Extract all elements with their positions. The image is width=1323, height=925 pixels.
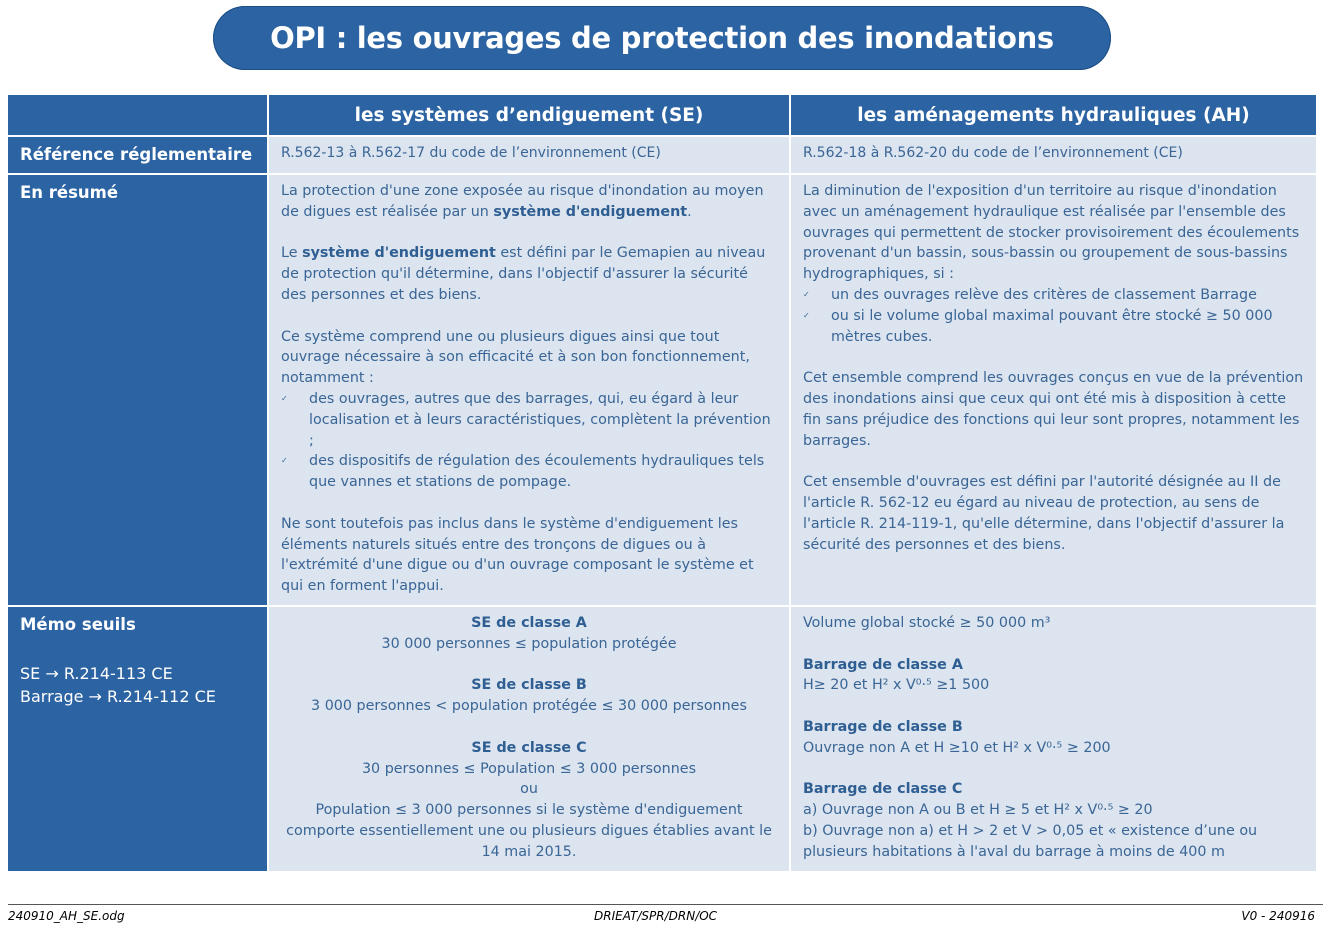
- text: La diminution de l'exposition d'un terri…: [803, 183, 1300, 283]
- footer-version: V0 - 240916: [1241, 909, 1315, 923]
- row-reference: Référence réglementaire R.562-13 à R.562…: [8, 135, 1316, 174]
- page-title: OPI : les ouvrages de protection des ino…: [213, 6, 1111, 70]
- bold-term: système d'endiguement: [302, 245, 496, 262]
- list-item: un des ouvrages relève des critères de c…: [803, 285, 1304, 306]
- resume-se-paragraph-4: Ne sont toutefois pas inclus dans le sys…: [281, 515, 754, 595]
- bold-term: système d'endiguement: [493, 203, 688, 220]
- reference-se: R.562-13 à R.562-17 du code de l’environ…: [267, 135, 790, 174]
- barrage-class-b-text: Ouvrage non A et H ≥10 et H² x V⁰·⁵ ≥ 20…: [803, 739, 1111, 756]
- header-empty-cell: [8, 95, 268, 136]
- comparison-table: les systèmes d’endiguement (SE) les amén…: [8, 95, 1316, 871]
- se-class-a: SE de classe A 30 000 personnes ≤ popula…: [281, 613, 777, 655]
- barrage-class-b: Barrage de classe B Ouvrage non A et H ≥…: [803, 717, 1304, 759]
- memo-se: SE de classe A 30 000 personnes ≤ popula…: [267, 604, 790, 871]
- se-class-c-title: SE de classe C: [471, 739, 587, 756]
- resume-ah-bullets: un des ouvrages relève des critères de c…: [803, 285, 1304, 347]
- barrage-class-b-title: Barrage de classe B: [803, 718, 963, 735]
- resume-ah: La diminution de l'exposition d'un terri…: [789, 173, 1316, 606]
- barrage-class-a: Barrage de classe A H≥ 20 et H² x V⁰·⁵ ≥…: [803, 655, 1304, 697]
- row-label-resume: En résumé: [8, 173, 268, 606]
- se-class-a-title: SE de classe A: [471, 614, 587, 631]
- reference-ah: R.562-18 à R.562-20 du code de l’environ…: [789, 135, 1316, 174]
- row-memo: Mémo seuils SE → R.214-113 CE Barrage → …: [8, 604, 1316, 871]
- memo-ref-se: SE → R.214-113 CE: [20, 663, 173, 683]
- resume-se-paragraph-1: La protection d'une zone exposée au risq…: [281, 181, 777, 223]
- memo-references: SE → R.214-113 CE Barrage → R.214-112 CE: [20, 662, 255, 708]
- footer-department: DRIEAT/SPR/DRN/OC: [594, 909, 718, 923]
- barrage-class-c-text-1: a) Ouvrage non A ou B et H ≥ 5 et H² x V…: [803, 802, 1153, 819]
- table-header-row: les systèmes d’endiguement (SE) les amén…: [8, 95, 1316, 136]
- text: est défini par le Gemapien au niveau de …: [281, 245, 766, 303]
- resume-se-bullets: des ouvrages, autres que des barrages, q…: [281, 389, 777, 493]
- resume-ah-paragraph-3: Cet ensemble d'ouvrages est défini par l…: [803, 474, 1285, 553]
- se-class-c-text-1: 30 personnes ≤ Population ≤ 3 000 person…: [361, 760, 697, 777]
- text: .: [687, 203, 692, 220]
- se-class-b-title: SE de classe B: [471, 677, 587, 694]
- resume-se: La protection d'une zone exposée au risq…: [267, 173, 790, 606]
- se-class-c: SE de classe C 30 personnes ≤ Population…: [281, 738, 777, 863]
- resume-se-paragraph-2: Le système d'endiguement est défini par …: [281, 243, 777, 305]
- barrage-class-a-text: H≥ 20 et H² x V⁰·⁵ ≥1 500: [803, 677, 990, 694]
- row-label-reference: Référence réglementaire: [8, 135, 268, 174]
- list-item: des dispositifs de régulation des écoule…: [281, 451, 777, 493]
- header-ah: les aménagements hydrauliques (AH): [789, 95, 1316, 136]
- se-class-c-or: ou: [520, 781, 538, 798]
- ah-volume-threshold: Volume global stocké ≥ 50 000 m³: [803, 614, 1051, 631]
- barrage-class-c-text-2: b) Ouvrage non a) et H > 2 et V > 0,05 e…: [803, 822, 1258, 860]
- list-item: ou si le volume global maximal pouvant ê…: [803, 306, 1304, 348]
- memo-ah: Volume global stocké ≥ 50 000 m³ Barrage…: [789, 604, 1316, 871]
- row-label-memo: Mémo seuils SE → R.214-113 CE Barrage → …: [8, 604, 268, 871]
- text: Ce système comprend une ou plusieurs dig…: [281, 328, 750, 387]
- barrage-class-c-title: Barrage de classe C: [803, 781, 963, 798]
- se-class-b: SE de classe B 3 000 personnes < populat…: [281, 675, 777, 717]
- text: Le: [281, 245, 303, 262]
- resume-ah-paragraph-1: La diminution de l'exposition d'un terri…: [803, 181, 1304, 347]
- se-class-b-text: 3 000 personnes < population protégée ≤ …: [311, 698, 747, 715]
- row-resume: En résumé La protection d'une zone expos…: [8, 173, 1316, 606]
- memo-ref-barrage: Barrage → R.214-112 CE: [20, 686, 216, 706]
- text: La protection d'une zone exposée au risq…: [281, 183, 764, 220]
- resume-ah-paragraph-2: Cet ensemble comprend les ouvrages conçu…: [803, 370, 1304, 449]
- footer-divider: [8, 904, 1323, 905]
- header-se: les systèmes d’endiguement (SE): [267, 95, 790, 136]
- memo-label: Mémo seuils: [20, 614, 136, 634]
- barrage-class-a-title: Barrage de classe A: [803, 656, 963, 673]
- barrage-class-c: Barrage de classe C a) Ouvrage non A ou …: [803, 779, 1304, 862]
- se-class-a-text: 30 000 personnes ≤ population protégée: [381, 635, 677, 652]
- se-class-c-text-2: Population ≤ 3 000 personnes si le systè…: [286, 802, 772, 860]
- resume-se-paragraph-3: Ce système comprend une ou plusieurs dig…: [281, 327, 777, 493]
- list-item: des ouvrages, autres que des barrages, q…: [281, 389, 777, 451]
- footer-filename: 240910_AH_SE.odg: [8, 909, 125, 923]
